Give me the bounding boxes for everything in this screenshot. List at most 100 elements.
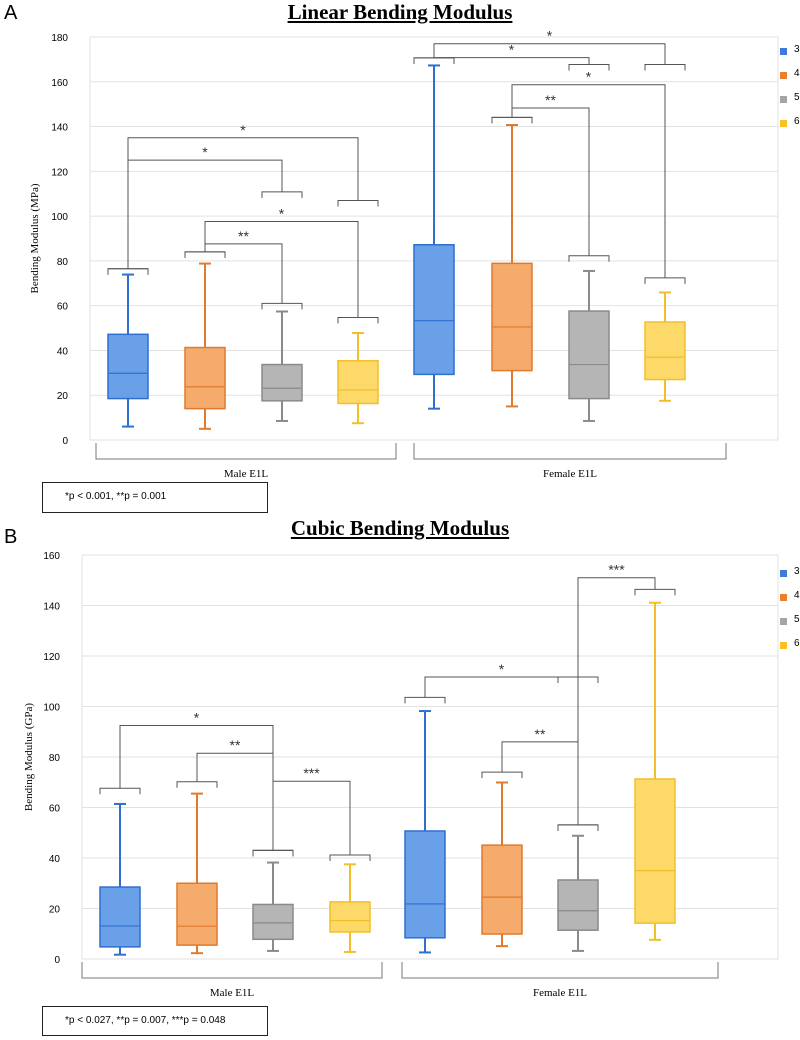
comparison-bracket [433, 43, 666, 65]
y-tick-label: 160 [43, 551, 60, 562]
legend-swatch [780, 120, 787, 127]
legend-label: 3 [794, 44, 800, 55]
box-6-iqr [329, 901, 371, 933]
box-3-iqr [99, 886, 141, 948]
y-tick-label: 0 [54, 955, 60, 966]
box-4-iqr [491, 262, 533, 372]
y-tick-label: 20 [49, 905, 61, 916]
legend-swatch [780, 570, 787, 577]
group-label: Female E1L [533, 987, 587, 999]
significance-label: *** [608, 562, 625, 578]
bracket-cap-right [337, 199, 379, 207]
bracket-cap-left [176, 781, 218, 788]
group-label: Male E1L [224, 468, 269, 480]
box-3-iqr [413, 244, 455, 376]
y-tick-label: 60 [57, 302, 69, 313]
significance-label: ** [535, 726, 546, 742]
significance-label: ** [230, 737, 241, 753]
bracket-cap-right [261, 191, 303, 198]
box-5-iqr [557, 879, 599, 931]
bracket-cap-left [491, 116, 533, 124]
y-axis-label: Bending Modulus (GPa) [23, 703, 35, 812]
box-5-iqr [568, 310, 610, 400]
bracket-cap-left [491, 116, 533, 124]
group-brace [401, 962, 719, 979]
y-tick-label: 100 [43, 703, 60, 714]
legend-label: 6 [794, 638, 800, 649]
legend-label: 6 [794, 116, 800, 127]
legend-label: 5 [794, 92, 800, 103]
bracket-cap-right [261, 302, 303, 310]
box-6-iqr [634, 778, 676, 924]
group-label: Female E1L [543, 468, 597, 480]
comparison-bracket [511, 107, 590, 256]
significance-label: ** [238, 228, 249, 244]
significance-label: * [509, 42, 515, 58]
bracket-cap-left [184, 251, 226, 258]
box-6-iqr [337, 359, 379, 405]
chart-a-pvalue-note: *p < 0.001, **p = 0.001 [42, 482, 268, 513]
group-brace [81, 962, 383, 979]
bracket-cap-right [557, 824, 599, 831]
comparison-bracket [127, 137, 359, 269]
bracket-cap-right [644, 277, 686, 284]
box-4-iqr [176, 882, 218, 946]
significance-label: ** [545, 92, 556, 108]
comparison-bracket [272, 780, 351, 855]
bracket-cap-right [557, 824, 599, 831]
legend-swatch [780, 96, 787, 103]
panel-a: A Linear Bending Modulus 0 20 40 60 80 100 120… [4, 0, 800, 513]
panel-b: B Cubic Bending Modulus 0 20 40 60 80 100 120 1… [0, 516, 800, 1040]
y-tick-label: 120 [51, 167, 68, 178]
y-tick-label: 40 [57, 346, 69, 357]
panel-b-letter: B [4, 526, 18, 548]
y-tick-label: 120 [43, 652, 60, 663]
legend-swatch [780, 618, 787, 625]
legend-swatch [780, 642, 787, 649]
bracket-cap-left [481, 771, 523, 779]
bracket-cap-left [252, 849, 294, 857]
y-tick-label: 180 [51, 33, 68, 44]
chart-b-pvalue-note: *p < 0.027, **p = 0.007, ***p = 0.048 [42, 1006, 268, 1036]
bracket-cap-left [557, 676, 599, 683]
bracket-cap-right [644, 64, 686, 71]
chart-b-title: Cubic Bending Modulus [290, 516, 510, 540]
legend-swatch [780, 48, 787, 55]
comparison-bracket [204, 220, 359, 318]
y-tick-label: 140 [43, 602, 60, 613]
significance-label: * [202, 144, 208, 160]
y-tick-label: 0 [62, 436, 68, 447]
y-tick-label: 140 [51, 123, 68, 134]
box-5-iqr [252, 903, 294, 941]
bracket-cap-left [99, 787, 141, 795]
bracket-cap-right [634, 588, 676, 596]
legend-label: 4 [794, 68, 800, 79]
box-6-iqr [644, 321, 686, 381]
y-tick-label: 100 [51, 212, 68, 223]
y-tick-label: 40 [49, 854, 61, 865]
y-tick-label: 20 [57, 391, 69, 402]
box-4-iqr [184, 346, 226, 410]
bracket-cap-left [413, 57, 455, 64]
bracket-cap-right [337, 317, 379, 324]
significance-label: * [194, 709, 200, 725]
legend-swatch [780, 594, 787, 601]
chart-a-title: Linear Bending Modulus [287, 0, 513, 24]
legend-label: 4 [794, 590, 800, 601]
legend-swatch [780, 72, 787, 79]
significance-label: * [240, 122, 246, 138]
y-tick-label: 160 [51, 78, 68, 89]
group-brace [413, 443, 727, 460]
comparison-bracket [511, 84, 666, 278]
significance-label: * [279, 205, 285, 221]
group-brace [95, 443, 397, 460]
chart-a-plot: 0 20 40 60 80 100 120 140 160 180 Bending Modulus … [29, 28, 779, 480]
comparison-bracket [501, 741, 579, 825]
significance-label: *** [303, 765, 320, 781]
significance-label: * [586, 69, 592, 85]
significance-label: * [547, 28, 553, 44]
significance-label: * [499, 661, 505, 677]
bracket-cap-right [252, 849, 294, 857]
bracket-cap-left [404, 696, 446, 704]
box-3-iqr [404, 830, 446, 939]
